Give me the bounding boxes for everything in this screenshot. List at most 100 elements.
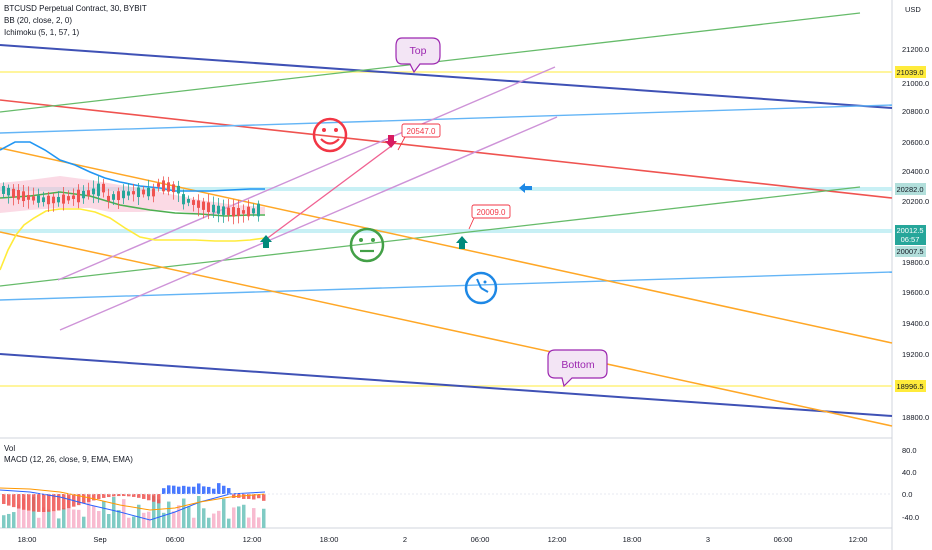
macd-histogram-bar [187,486,191,494]
callout-top[interactable]: Top [395,37,441,74]
candle-body [142,189,145,195]
symbol-legend[interactable]: BTCUSD Perpetual Contract, 30, BYBIT [4,4,147,13]
price-axis[interactable]: 21200.0 21000.0 20800.0 20600.0 20400.0 20200… [902,45,929,422]
bb-legend[interactable]: BB (20, close, 2, 0) [4,16,73,25]
candle-body [32,196,35,201]
volume-bar [222,498,226,528]
callout-bottom[interactable]: Bottom [547,349,608,388]
trendline-navy-upper[interactable] [0,44,893,109]
candle-body [152,188,155,197]
candle-body [127,191,130,196]
trendline-purple-upper[interactable] [57,66,556,281]
projection-arrow-line[interactable] [264,146,391,241]
macd-histogram-bar [42,494,46,512]
macd-histogram-bar [52,494,56,512]
trendline-orange-lower[interactable] [0,231,893,427]
macd-pane[interactable] [0,483,266,528]
macd-axis-label: 80.0 [902,446,917,455]
time-axis[interactable]: 18:00 Sep 06:00 12:00 18:00 2 06:00 12:00 18:00 3… [18,535,868,544]
volume-bar [127,517,131,528]
ichimoku-legend[interactable]: Ichimoku (5, 1, 57, 1) [4,28,80,37]
callout-bottom-text: Bottom [561,359,595,371]
candle-body [212,204,215,213]
up-arrow-icon[interactable] [260,235,272,248]
candle-body [182,194,185,205]
trendline-red[interactable] [0,99,893,199]
tag-mid-level [895,183,926,195]
macd-axis-label: -40.0 [902,513,919,522]
currency-label: USD [905,5,921,14]
macd-histogram-bar [37,494,41,512]
up-arrow-icon[interactable] [456,236,468,249]
candle-body [12,188,15,198]
clock-face-icon[interactable] [464,271,498,305]
macd-legend[interactable]: MACD (12, 26, close, 9, EMA, EMA) [4,455,133,464]
note-lower[interactable]: 20009.0 [468,204,511,230]
macd-histogram-bar [202,486,206,494]
down-arrow-icon[interactable] [385,135,397,148]
trendline-purple-lower[interactable] [59,116,558,331]
candle-body [112,194,115,200]
price-axis-label: 19200.0 [902,350,929,359]
volume-bar [142,512,146,528]
volume-bar [237,506,241,528]
candle-body [67,196,70,201]
candle-body [97,183,100,196]
volume-bar [67,496,71,528]
macd-histogram-bar [217,483,221,494]
price-axis-label: 20400.0 [902,167,929,176]
macd-histogram-bar [2,494,6,504]
note-upper-text: 20547.0 [407,127,436,136]
candle-body [157,183,160,187]
candle-body [237,207,240,217]
candle-body [252,208,255,214]
macd-histogram-bar [112,494,116,497]
tag-lower-price-text: 20007.5 [896,247,923,256]
bollinger-lower-band [0,208,266,271]
volume-bar [202,508,206,528]
candle-body [7,187,10,196]
candle-body [117,191,120,201]
volume-bar [72,509,76,528]
left-arrow-icon[interactable] [519,183,532,193]
volume-bar [212,513,216,528]
candle-body [232,207,235,217]
price-axis-label: 21200.0 [902,45,929,54]
macd-histogram-bar [12,494,16,508]
macd-histogram-bar [57,494,61,511]
tag-top-level [895,66,926,78]
callout-top-text: Top [410,45,427,57]
trendline-blue-lower[interactable] [0,271,893,301]
candle-body [192,200,195,205]
candle-body [172,184,175,193]
volume-bar [2,515,6,528]
candlestick-series[interactable] [2,176,260,225]
time-axis-label: 18:00 [320,535,339,544]
macd-histogram-bar [212,488,216,494]
price-axis-label: 20800.0 [902,107,929,116]
volume-bar [232,507,236,528]
volume-bar [207,517,211,528]
macd-histogram-bar [132,494,136,497]
vol-legend[interactable]: Vol [4,444,16,453]
neutral-face-icon[interactable] [349,227,385,263]
time-axis-label: 18:00 [18,535,37,544]
note-upper[interactable]: 20547.0 [397,123,441,151]
macd-histogram-bar [67,494,71,509]
volume-bar [82,516,86,528]
price-axis-label: 19400.0 [902,319,929,328]
time-axis-label: 18:00 [623,535,642,544]
trendline-green-lower[interactable] [0,186,861,287]
time-axis-label: 06:00 [471,535,490,544]
trendline-navy-lower[interactable] [0,353,893,417]
macd-histogram-bar [97,494,101,500]
volume-bar [177,505,181,528]
time-axis-label: 12:00 [243,535,262,544]
volume-bar [87,497,91,528]
macd-histogram-bar [182,485,186,494]
smiling-face-icon[interactable] [312,117,348,153]
trendline-blue-upper[interactable] [0,104,893,134]
volume-bar [17,504,21,528]
trendline-orange-upper[interactable] [0,147,893,344]
